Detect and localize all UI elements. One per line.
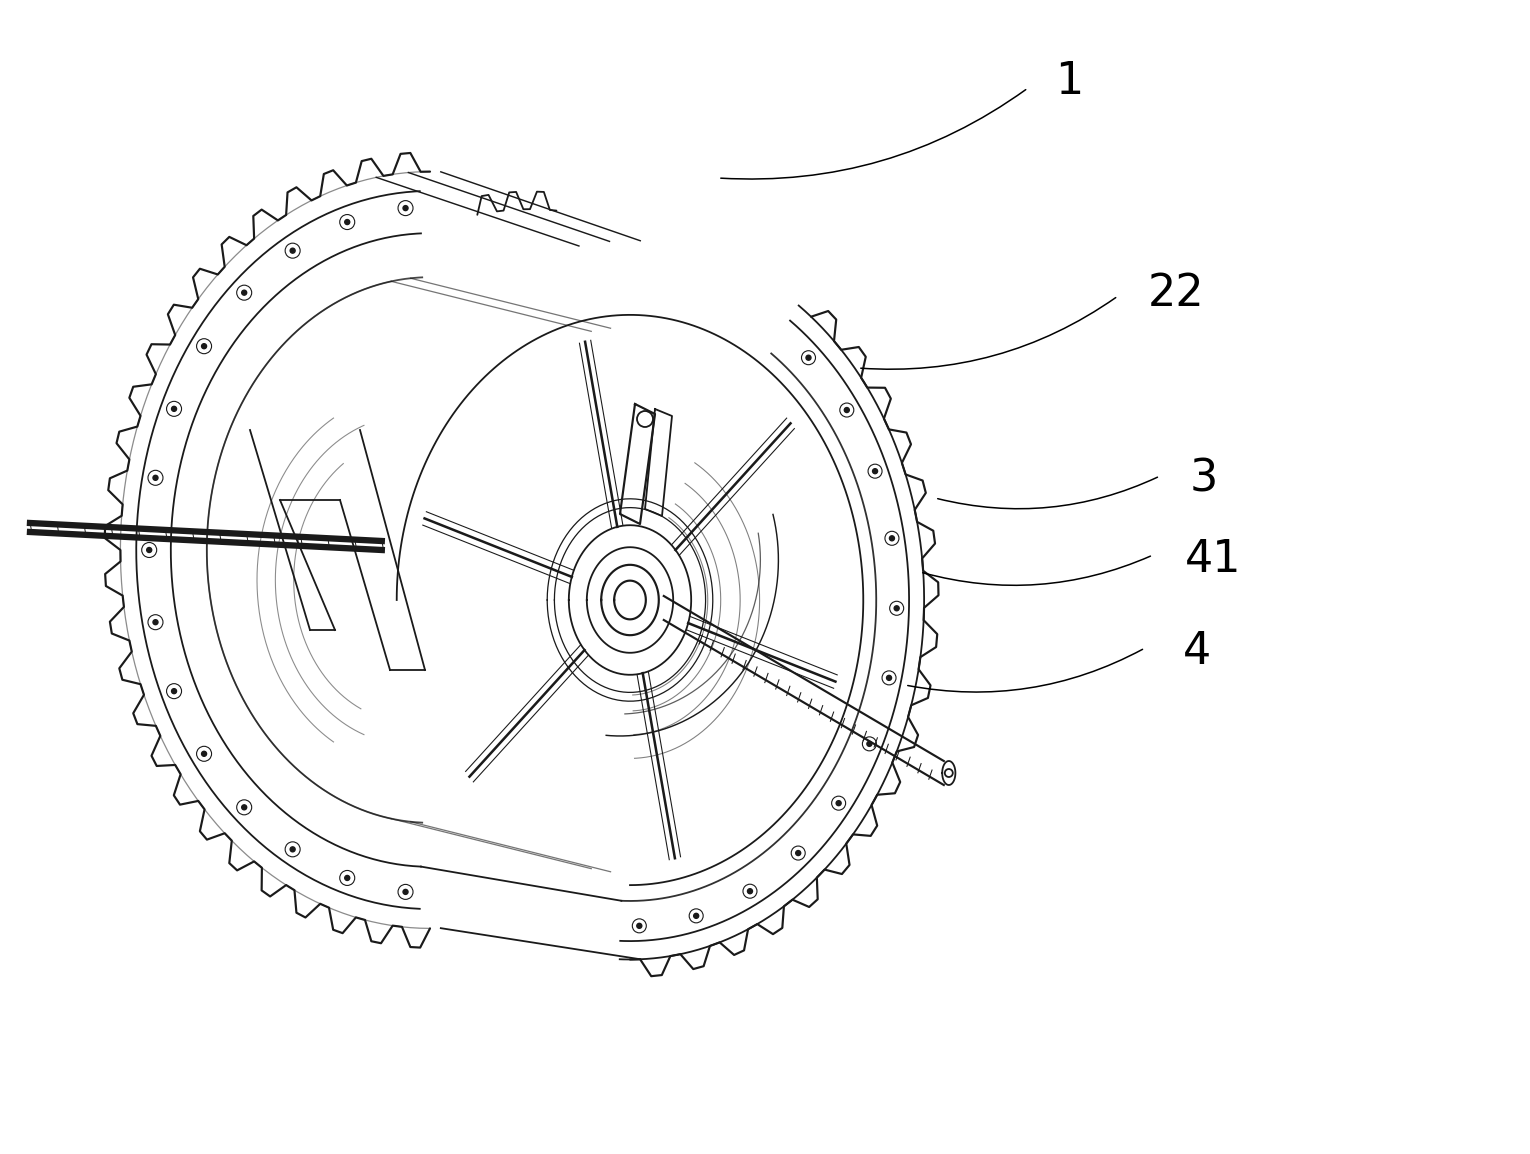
Circle shape [872,469,878,473]
Circle shape [894,606,900,610]
Text: 1: 1 [1056,60,1083,103]
Circle shape [845,407,849,412]
Circle shape [806,355,811,360]
Circle shape [889,535,895,541]
Circle shape [242,804,246,810]
Circle shape [153,620,158,624]
Circle shape [147,547,151,553]
Circle shape [402,205,409,211]
Circle shape [242,290,246,295]
Circle shape [291,847,295,852]
Text: 22: 22 [1148,272,1204,315]
Circle shape [636,923,641,928]
Circle shape [835,801,842,805]
Circle shape [748,889,753,893]
Text: 4: 4 [1183,630,1212,673]
Circle shape [344,219,350,225]
Text: 3: 3 [1190,458,1218,501]
Circle shape [344,876,350,881]
Circle shape [402,890,409,894]
Circle shape [202,751,207,756]
Circle shape [886,675,892,681]
Circle shape [171,689,176,694]
Circle shape [153,475,158,480]
Text: 41: 41 [1186,538,1241,580]
Circle shape [202,344,207,349]
Circle shape [868,741,872,747]
Circle shape [796,850,800,855]
Circle shape [693,913,699,919]
Circle shape [171,406,176,411]
Circle shape [291,248,295,253]
